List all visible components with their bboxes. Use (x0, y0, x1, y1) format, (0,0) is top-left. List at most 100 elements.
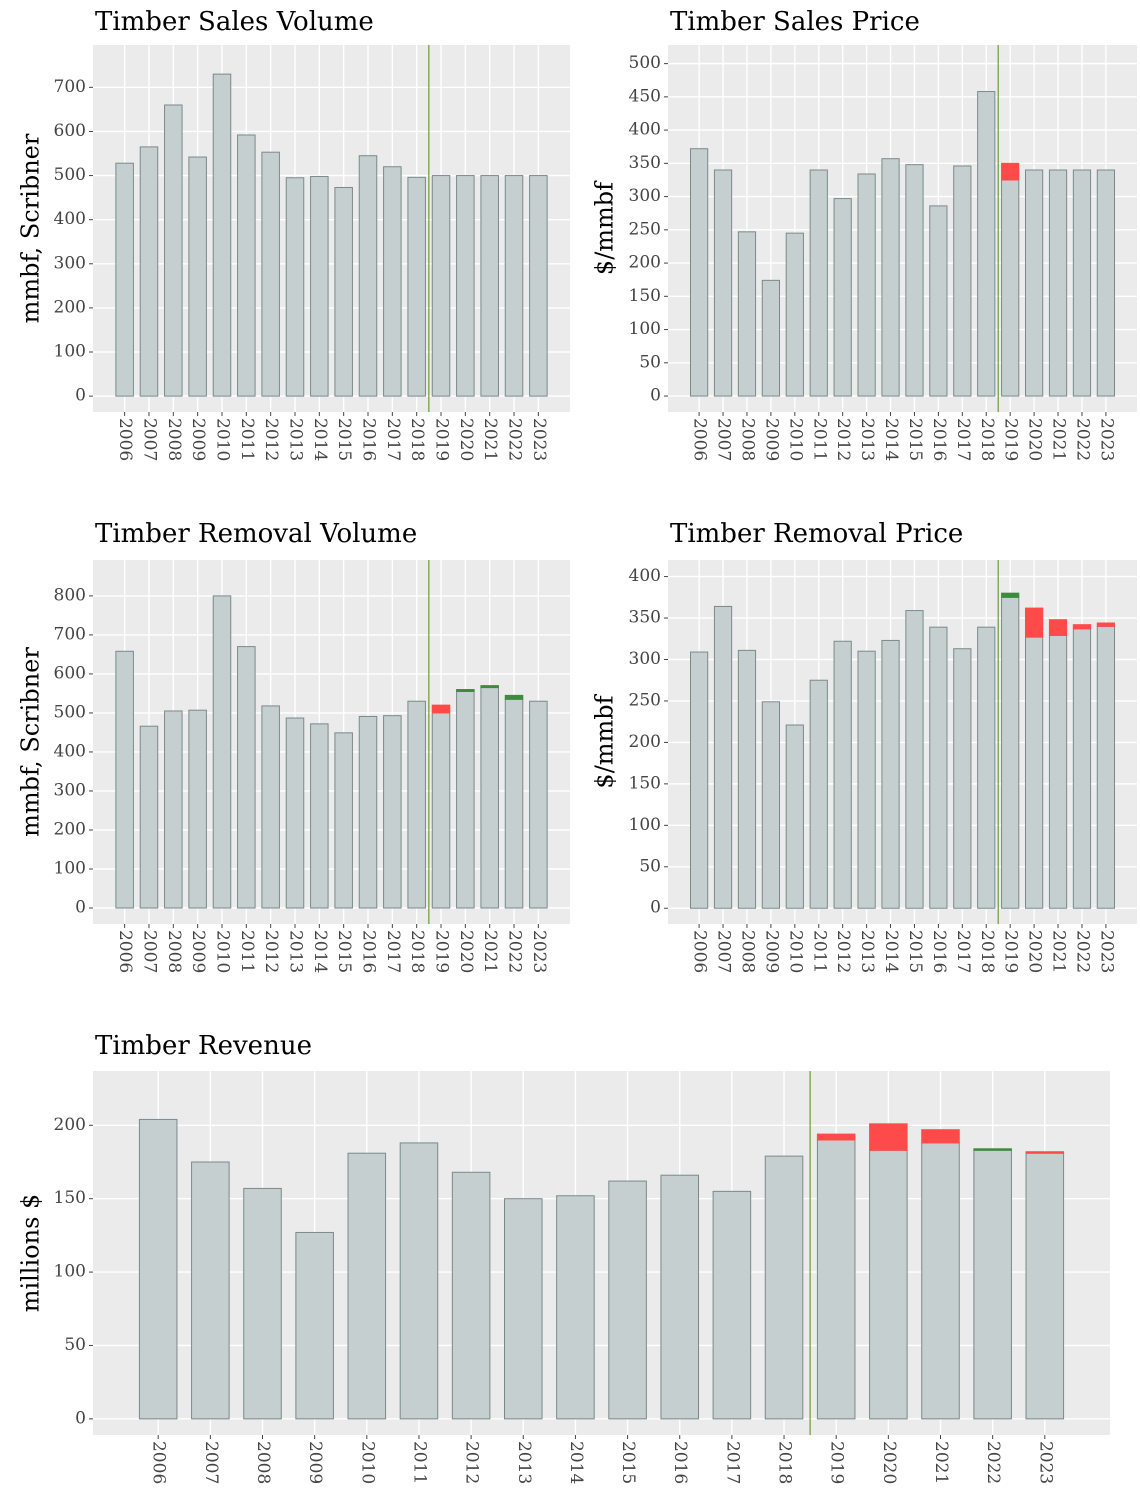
y-tick-label: 150 (54, 1188, 86, 1208)
bar (1072, 624, 1092, 630)
x-tick-label: 2010 (212, 930, 232, 973)
y-tick-label: 100 (54, 858, 86, 878)
x-tick-label: 2010 (357, 1441, 377, 1484)
bar (977, 626, 996, 909)
bar (816, 1133, 856, 1141)
bar (953, 165, 972, 397)
x-tick-label: 2013 (514, 1441, 534, 1484)
x-tick-label: 2023 (1035, 1441, 1055, 1484)
bar (761, 279, 781, 397)
bar (1001, 162, 1020, 181)
x-tick-label: 2015 (905, 930, 925, 973)
x-tick-label: 2019 (432, 418, 452, 461)
x-tick-label: 2023 (529, 930, 549, 973)
bar (164, 104, 183, 397)
y-tick-label: 350 (629, 153, 661, 173)
bar (529, 175, 548, 397)
x-tick-label: 2014 (310, 930, 330, 973)
bar (139, 725, 159, 909)
bar (504, 698, 524, 909)
x-tick-label: 2018 (407, 930, 427, 973)
y-tick-label: 100 (629, 319, 661, 339)
x-tick-label: 2023 (1096, 930, 1116, 973)
bar (191, 1161, 230, 1420)
x-tick-label: 2006 (690, 418, 710, 461)
x-tick-label: 2009 (305, 1441, 325, 1484)
bar (1024, 607, 1044, 638)
bar (261, 705, 280, 909)
bar (334, 732, 353, 909)
y-tick-label: 600 (54, 663, 86, 683)
y-axis-label: millions $ (17, 1194, 45, 1313)
x-tick-label: 2013 (285, 418, 305, 461)
y-tick-label: 0 (75, 1408, 86, 1428)
bar (237, 134, 256, 397)
y-tick-label: 300 (629, 186, 661, 206)
y-tick-label: 250 (629, 690, 661, 710)
bar (816, 1139, 856, 1420)
chart-title: Timber Removal Price (670, 519, 963, 549)
x-tick-label: 2011 (409, 1441, 429, 1484)
x-tick-label: 2012 (462, 1441, 482, 1484)
x-tick-label: 2011 (809, 930, 829, 973)
x-tick-label: 2022 (505, 930, 525, 973)
x-tick-label: 2015 (905, 418, 925, 461)
x-tick-label: 2009 (188, 418, 208, 461)
x-tick-label: 2019 (432, 930, 452, 973)
x-tick-label: 2016 (670, 1441, 690, 1484)
x-tick-label: 2012 (833, 418, 853, 461)
x-tick-label: 2019 (1001, 418, 1021, 461)
y-tick-label: 100 (629, 815, 661, 835)
bar (660, 1174, 700, 1420)
bar (977, 91, 996, 397)
bar (237, 646, 256, 909)
bar (480, 687, 499, 909)
bar (431, 704, 451, 714)
x-tick-label: 2006 (115, 930, 135, 973)
x-tick-label: 2022 (983, 1441, 1003, 1484)
x-tick-label: 2018 (775, 1441, 795, 1484)
x-tick-label: 2020 (456, 418, 476, 461)
bar (689, 148, 709, 397)
bar (1001, 596, 1020, 909)
y-tick-label: 700 (54, 624, 86, 644)
x-tick-label: 2021 (1049, 930, 1069, 973)
y-tick-label: 100 (54, 342, 86, 362)
x-tick-label: 2014 (881, 930, 901, 973)
bar (1001, 179, 1020, 397)
y-tick-label: 150 (629, 286, 661, 306)
y-tick-label: 50 (639, 352, 661, 372)
bar (929, 205, 948, 397)
bar (529, 700, 548, 909)
bar (761, 701, 781, 909)
bar (1048, 634, 1068, 909)
x-tick-label: 2016 (929, 418, 949, 461)
chart-title: Timber Sales Price (670, 7, 920, 37)
bar (1024, 636, 1044, 909)
x-tick-label: 2009 (761, 418, 781, 461)
y-axis-label: $/mmbf (591, 693, 619, 788)
bar (857, 173, 876, 397)
y-tick-label: 400 (629, 566, 661, 586)
x-tick-label: 2017 (953, 930, 973, 973)
x-tick-label: 2018 (977, 930, 997, 973)
bar (1001, 592, 1020, 598)
y-tick-label: 0 (650, 898, 661, 918)
x-tick-label: 2022 (1072, 930, 1092, 973)
y-tick-label: 500 (54, 165, 86, 185)
x-tick-label: 2013 (857, 930, 877, 973)
bar (480, 175, 499, 397)
bar (407, 176, 426, 397)
x-tick-label: 2021 (1049, 418, 1069, 461)
y-tick-label: 300 (629, 649, 661, 669)
bar (310, 723, 329, 909)
bar (138, 1118, 178, 1420)
bar (973, 1148, 1012, 1151)
bar (869, 1123, 908, 1151)
bar (953, 648, 972, 909)
x-tick-label: 2017 (383, 930, 403, 973)
bar (188, 709, 207, 909)
bar (833, 640, 852, 909)
bar (809, 679, 828, 909)
x-tick-label: 2011 (237, 930, 257, 973)
